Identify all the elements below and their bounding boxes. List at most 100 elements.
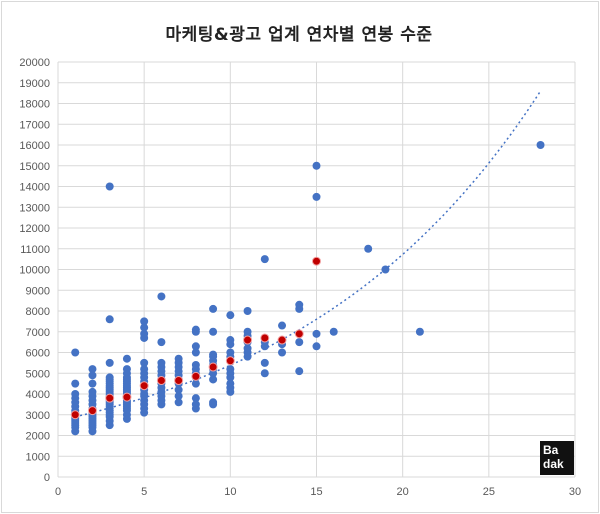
y-tick-label: 2000: [26, 431, 50, 443]
x-tick-label: 30: [569, 486, 581, 498]
data-point: [536, 141, 545, 149]
data-point: [191, 360, 200, 369]
average-point: [122, 392, 132, 402]
y-tick-label: 17000: [19, 119, 50, 131]
y-tick-label: 16000: [19, 140, 50, 152]
data-point: [260, 369, 269, 378]
data-point: [312, 192, 321, 201]
data-point: [243, 327, 252, 336]
data-point: [312, 161, 321, 170]
data-point: [278, 348, 287, 357]
y-tick-labels: 0 1000 2000 3000 4000 5000 6000 7000 8000 9000 100…: [19, 57, 50, 484]
data-point: [209, 398, 218, 407]
data-point: [295, 367, 304, 376]
x-tick-label: 15: [310, 486, 322, 498]
data-point: [415, 327, 424, 336]
average-points: [70, 256, 321, 420]
trendline: [75, 90, 542, 418]
y-tick-label: 9000: [26, 285, 50, 297]
y-tick-label: 12000: [19, 223, 50, 235]
data-point: [105, 373, 114, 382]
data-point: [71, 379, 80, 388]
average-point: [156, 376, 166, 386]
data-point: [243, 344, 252, 353]
average-point: [260, 333, 270, 343]
data-point: [191, 379, 200, 388]
data-point: [140, 317, 149, 326]
y-tick-label: 11000: [20, 244, 50, 256]
data-point: [174, 354, 183, 363]
average-point: [277, 335, 287, 345]
y-tick-label: 14000: [19, 182, 50, 194]
average-point: [87, 406, 97, 416]
data-point: [191, 400, 200, 409]
y-tick-label: 6000: [26, 348, 50, 360]
data-point: [191, 348, 200, 357]
y-tick-label: 8000: [26, 306, 50, 318]
data-point: [157, 338, 166, 347]
data-point: [174, 385, 183, 394]
data-points: [71, 141, 545, 436]
data-point: [260, 255, 269, 264]
y-tick-label: 3000: [26, 410, 50, 422]
y-tick-label: 4000: [26, 389, 50, 401]
data-point: [209, 304, 218, 313]
x-tick-label: 20: [397, 486, 409, 498]
data-point: [260, 358, 269, 367]
data-point: [226, 348, 235, 357]
y-tick-label: 10000: [19, 265, 50, 277]
data-point: [122, 354, 131, 363]
data-point: [278, 321, 287, 330]
data-point: [191, 325, 200, 334]
x-tick-labels: 0 5 10 15 20 25 30: [55, 486, 581, 498]
data-point: [88, 365, 97, 374]
brand-logo: Ba dak: [540, 441, 574, 475]
data-point: [226, 336, 235, 345]
average-point: [191, 371, 201, 381]
y-tick-label: 0: [44, 472, 50, 484]
data-point: [88, 379, 97, 388]
average-point: [312, 256, 321, 266]
logo-line-2: dak: [543, 457, 564, 471]
data-point: [226, 379, 235, 388]
y-tick-label: 5000: [26, 368, 50, 380]
logo-line-1: Ba: [543, 443, 559, 457]
data-point: [209, 375, 218, 384]
data-point: [364, 244, 373, 253]
data-point: [140, 358, 149, 367]
data-point: [140, 329, 149, 338]
data-point: [88, 371, 97, 380]
data-point: [71, 390, 80, 398]
y-tick-label: 19000: [19, 78, 50, 90]
data-point: [209, 327, 218, 336]
average-point: [70, 410, 80, 420]
data-point: [174, 398, 183, 407]
average-point: [225, 356, 235, 366]
data-point: [105, 182, 114, 191]
data-point: [140, 365, 149, 374]
y-tick-label: 1000: [26, 451, 50, 463]
data-point: [157, 358, 166, 367]
x-tick-label: 25: [483, 486, 495, 498]
y-tick-label: 13000: [19, 202, 50, 214]
average-point: [174, 376, 184, 386]
data-point: [157, 292, 166, 301]
x-tick-label: 10: [224, 486, 236, 498]
data-point: [71, 348, 80, 357]
data-point: [191, 394, 200, 403]
average-point: [105, 393, 115, 403]
average-point: [208, 362, 218, 372]
data-point: [381, 265, 390, 274]
data-point: [105, 358, 114, 367]
y-tick-label: 20000: [19, 57, 50, 69]
chart-title: 마케팅&광고 업계 연차별 연봉 수준: [165, 25, 433, 45]
data-point: [226, 311, 235, 320]
data-point: [209, 350, 218, 359]
data-point: [88, 387, 97, 396]
y-tick-label: 15000: [19, 161, 50, 173]
average-point: [243, 335, 253, 345]
data-point: [122, 365, 131, 374]
data-point: [329, 327, 338, 336]
